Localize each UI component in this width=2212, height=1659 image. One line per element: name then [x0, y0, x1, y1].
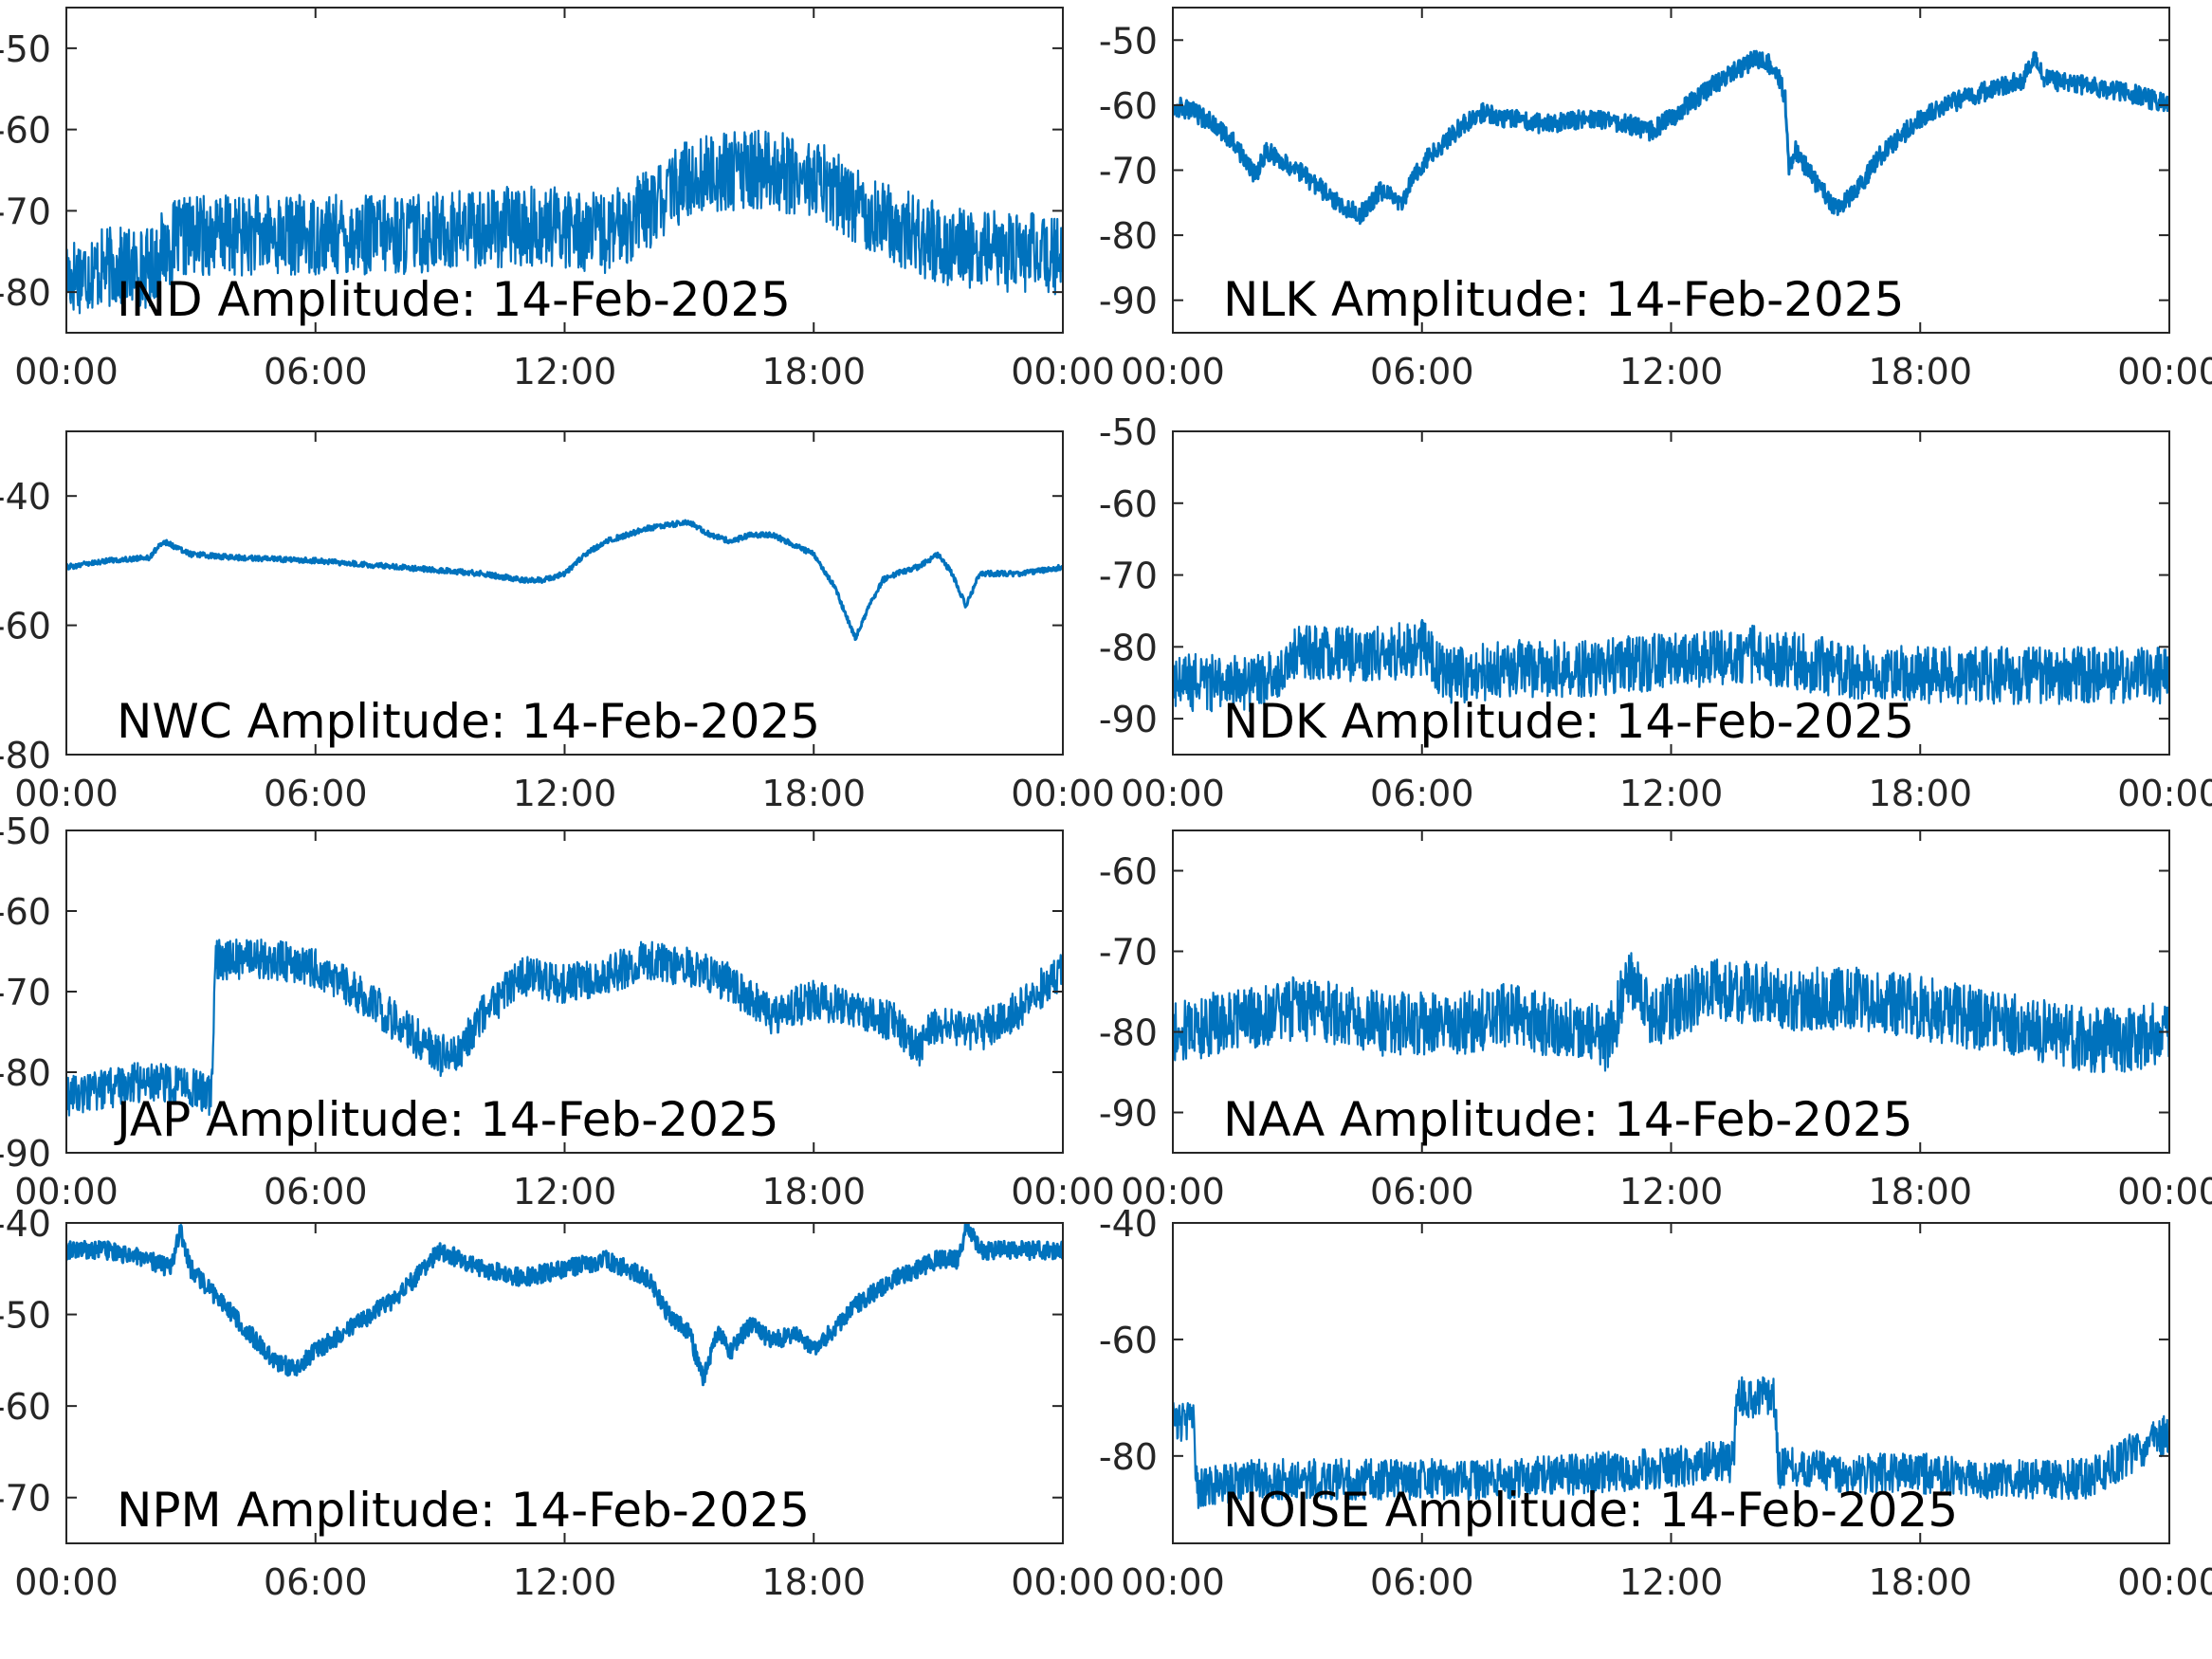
panel-title: NLK Amplitude: 14-Feb-2025 [1223, 272, 1904, 327]
trace-line [1173, 49, 2169, 226]
x-tick-label: 18:00 [761, 1171, 866, 1212]
y-tick-label: -70 [1099, 932, 1158, 974]
y-tick-label: -90 [1099, 281, 1158, 322]
trace-line [66, 129, 1063, 315]
y-tick-label: -80 [0, 272, 51, 314]
x-tick-label: 12:00 [1619, 351, 1724, 392]
y-tick-label: -90 [1099, 699, 1158, 740]
x-tick-label: 06:00 [1370, 1171, 1474, 1212]
x-tick-label: 06:00 [264, 1171, 368, 1212]
x-tick-label: 06:00 [1370, 773, 1474, 814]
x-tick-label: 00:00 [1011, 1561, 1115, 1603]
x-tick-label: 00:00 [2117, 773, 2212, 814]
x-tick-label: 00:00 [14, 351, 119, 392]
trace-line [1173, 1376, 2169, 1509]
x-tick-label: 00:00 [1121, 351, 1225, 392]
y-tick-label: -50 [0, 1295, 51, 1337]
x-tick-label: 00:00 [1121, 773, 1225, 814]
y-tick-label: -70 [0, 972, 51, 1013]
x-tick-label: 06:00 [1370, 1561, 1474, 1603]
x-tick-label: 06:00 [264, 773, 368, 814]
x-tick-label: 12:00 [513, 1561, 617, 1603]
panel-6: 00:00 06:00 12:00 18:00 00:00 -60 -70 -80 -90 NAA… [1099, 830, 2212, 1212]
y-tick-label: -60 [1099, 1320, 1158, 1361]
panel-title: NDK Amplitude: 14-Feb-2025 [1223, 694, 1914, 749]
y-tick-label: -60 [0, 110, 51, 152]
trace-line [66, 519, 1063, 642]
trace-line [1173, 952, 2169, 1073]
x-tick-label: 12:00 [1619, 773, 1724, 814]
y-tick-label: -40 [1099, 1203, 1158, 1245]
y-tick-label: -50 [0, 811, 51, 852]
y-tick-label: -60 [0, 891, 51, 933]
panel-title: JAP Amplitude: 14-Feb-2025 [114, 1092, 779, 1147]
x-tick-label: 06:00 [1370, 351, 1474, 392]
y-tick-label: -70 [0, 191, 51, 232]
x-tick-label: 00:00 [2117, 1561, 2212, 1603]
y-tick-label: -80 [1099, 1436, 1158, 1478]
y-tick-label: -40 [0, 1203, 51, 1245]
panel-title: IND Amplitude: 14-Feb-2025 [117, 272, 791, 327]
x-tick-label: 18:00 [761, 773, 866, 814]
y-tick-label: -60 [1099, 483, 1158, 525]
panel-5: 00:00 06:00 12:00 18:00 00:00 -50 -60 -70 -80 -90… [0, 811, 1115, 1212]
panel-1: 00:00 06:00 12:00 18:00 00:00 -50 -60 -70 -80 IND… [0, 7, 1115, 392]
y-tick-label: -90 [1099, 1093, 1158, 1135]
x-tick-label: 00:00 [14, 1171, 119, 1212]
x-tick-label: 18:00 [761, 1561, 866, 1603]
x-tick-label: 00:00 [1121, 1171, 1225, 1212]
y-tick-label: -80 [0, 1052, 51, 1094]
panel-7: 00:00 06:00 12:00 18:00 00:00 -40 -50 -60 -70 NPM… [0, 1203, 1115, 1603]
x-tick-label: 00:00 [14, 773, 119, 814]
trace-line [66, 1223, 1063, 1387]
y-tick-label: -90 [0, 1133, 51, 1175]
y-tick-label: -70 [1099, 556, 1158, 597]
y-tick-label: -80 [0, 735, 51, 776]
x-tick-label: 18:00 [1868, 351, 1972, 392]
trace-line [66, 939, 1063, 1117]
panel-2: 00:00 06:00 12:00 18:00 00:00 -50 -60 -70 -80 -90… [1099, 7, 2212, 392]
x-tick-label: 00:00 [14, 1561, 119, 1603]
y-tick-label: -60 [0, 606, 51, 647]
y-tick-label: -60 [1099, 85, 1158, 127]
x-tick-label: 00:00 [1011, 773, 1115, 814]
y-tick-label: -40 [0, 476, 51, 518]
x-tick-label: 00:00 [2117, 1171, 2212, 1212]
x-tick-label: 06:00 [264, 351, 368, 392]
x-tick-label: 00:00 [2117, 351, 2212, 392]
panel-title: NPM Amplitude: 14-Feb-2025 [117, 1483, 810, 1538]
trace-line [1173, 618, 2169, 713]
y-tick-label: -80 [1099, 627, 1158, 668]
x-tick-label: 12:00 [1619, 1171, 1724, 1212]
panel-8: 00:00 06:00 12:00 18:00 00:00 -40 -60 -80 NOISE … [1099, 1203, 2212, 1603]
x-tick-label: 18:00 [1868, 1171, 1972, 1212]
x-tick-label: 12:00 [513, 1171, 617, 1212]
x-tick-label: 18:00 [761, 351, 866, 392]
x-tick-label: 18:00 [1868, 773, 1972, 814]
panel-3: 00:00 06:00 12:00 18:00 00:00 -40 -60 -80 NWC Am… [0, 430, 1115, 814]
x-tick-label: 06:00 [264, 1561, 368, 1603]
y-tick-label: -80 [1099, 1012, 1158, 1054]
x-tick-label: 00:00 [1011, 1171, 1115, 1212]
x-tick-label: 00:00 [1121, 1561, 1225, 1603]
x-tick-label: 12:00 [513, 351, 617, 392]
y-tick-label: -60 [1099, 851, 1158, 893]
x-tick-label: 12:00 [1619, 1561, 1724, 1603]
panel-title: NOISE Amplitude: 14-Feb-2025 [1223, 1483, 1958, 1538]
y-tick-label: -50 [1099, 411, 1158, 453]
panel-4: 00:00 06:00 12:00 18:00 00:00 -50 -60 -70 -80 -90… [1099, 411, 2212, 814]
y-tick-label: -50 [1099, 20, 1158, 62]
panel-title: NWC Amplitude: 14-Feb-2025 [117, 694, 820, 749]
y-tick-label: -70 [1099, 151, 1158, 192]
y-tick-label: -70 [0, 1478, 51, 1520]
x-tick-label: 18:00 [1868, 1561, 1972, 1603]
x-tick-label: 00:00 [1011, 351, 1115, 392]
y-tick-label: -80 [1099, 215, 1158, 257]
y-tick-label: -50 [0, 28, 51, 70]
panel-title: NAA Amplitude: 14-Feb-2025 [1223, 1092, 1913, 1147]
y-tick-label: -60 [0, 1386, 51, 1428]
x-tick-label: 12:00 [513, 773, 617, 814]
